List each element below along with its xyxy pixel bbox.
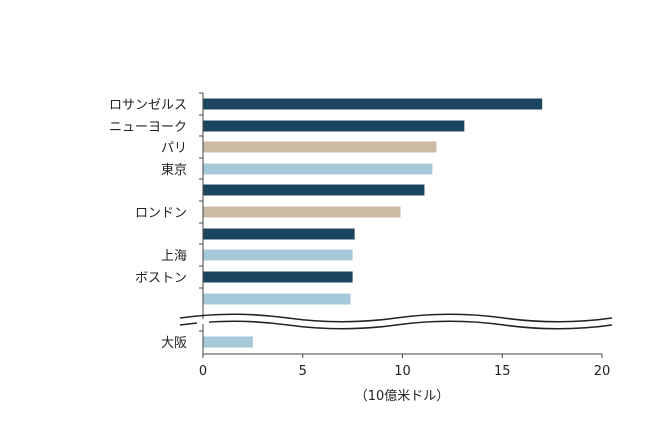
axis-break-line-0	[179, 313, 613, 323]
category-label-7: 上海	[161, 249, 187, 264]
category-label-8: ボストン	[135, 271, 187, 286]
bar-7	[203, 249, 353, 261]
x-tick-label-3: 15	[494, 364, 511, 379]
axis-break-line-1	[179, 320, 613, 330]
category-label-1: ニューヨーク	[109, 120, 187, 135]
bar-6	[203, 228, 355, 240]
category-label-3: 東京	[161, 162, 187, 178]
x-tick-label-4: 20	[594, 364, 611, 379]
bar-1	[203, 120, 465, 132]
category-label-5: ロンドン	[135, 206, 187, 221]
bar-4	[203, 184, 425, 196]
category-label-2: パリ	[161, 141, 187, 156]
bar-5	[203, 206, 401, 218]
bar-9	[203, 293, 351, 305]
x-tick-label-0: 0	[199, 364, 207, 379]
x-axis-title: （10億米ドル）	[355, 388, 450, 404]
bar-8	[203, 271, 353, 283]
x-tick-label-2: 10	[394, 364, 411, 379]
bar-0	[203, 98, 543, 110]
category-label-10: 大阪	[161, 336, 187, 351]
axis-break-gap	[197, 319, 209, 324]
x-tick-label-1: 5	[299, 364, 307, 379]
bar-3	[203, 163, 433, 175]
bar-10	[203, 336, 253, 348]
category-label-0: ロサンゼルス	[109, 98, 187, 113]
bar-2	[203, 141, 437, 153]
